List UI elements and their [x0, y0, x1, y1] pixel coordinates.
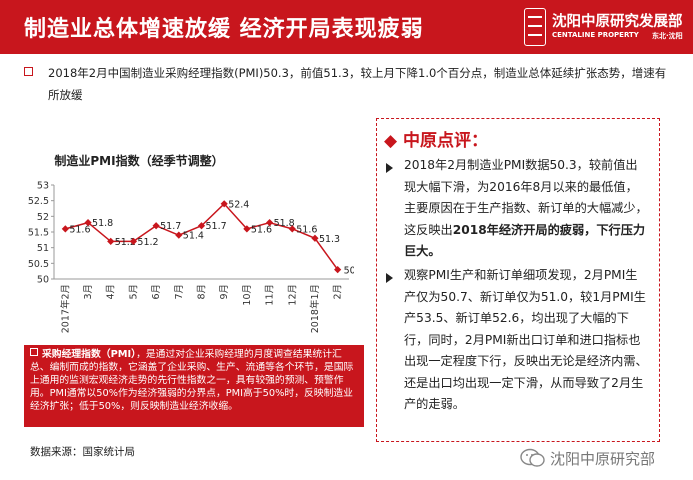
pmi-chart: 制造业PMI指数（经季节调整） 53 52.5 52 51.5 51 50.5 50 2017… — [24, 143, 365, 343]
summary: 2018年2月中国制造业采购经理指数(PMI)50.3，前值51.3，较上月下降… — [24, 62, 674, 106]
wechat-watermark: 沈阳中原研究部 — [520, 446, 690, 474]
y-tick-label: 51.5 — [28, 228, 49, 239]
x-tick-label: 12月 — [287, 284, 298, 306]
triangle-bullet-icon — [386, 163, 393, 173]
pmi-definition-text: 采购经理指数（PMI），是通过对企业采购经理的月度调查结果统计汇总、编制而成的指… — [30, 348, 360, 413]
watermark-text: 沈阳中原研究部 — [550, 450, 656, 468]
x-tick-label: 9月 — [219, 284, 230, 300]
x-tick-label: 8月 — [197, 284, 208, 300]
logo-name: 沈阳中原研究发展部 — [552, 14, 683, 30]
x-tick-label: 2017年2月 — [59, 284, 71, 333]
pmi-data-point — [243, 225, 251, 233]
square-bullet-icon — [30, 348, 38, 356]
pmi-data-point — [129, 237, 138, 245]
centaline-logo: 沈阳中原研究发展部 CENTALINE PROPERTY 东北·沈阳 — [524, 6, 688, 48]
logo-english: CENTALINE PROPERTY — [552, 31, 639, 39]
pmi-data-point — [152, 222, 160, 230]
data-source: 数据来源：国家统计局 — [30, 446, 135, 458]
pmi-data-label: 51.2 — [137, 237, 158, 248]
pmi-data-label: 51.8 — [274, 218, 295, 229]
pmi-data-point — [175, 231, 183, 239]
page-title: 制造业总体增速放缓 经济开局表现疲弱 — [24, 17, 424, 42]
pmi-data-label: 51.6 — [251, 224, 272, 235]
x-tick-label: 4月 — [106, 284, 117, 300]
pmi-data-point — [84, 219, 92, 227]
logo-emblem-icon — [524, 8, 546, 46]
comment-title: ◆ 中原点评： — [384, 126, 488, 151]
x-tick-label: 7月 — [174, 284, 185, 300]
comment-box — [376, 118, 660, 442]
pmi-line-chart: 制造业PMI指数（经季节调整） 53 52.5 52 51.5 51 50.5 50 2017… — [28, 153, 365, 333]
pmi-data-label: 51.2 — [115, 237, 136, 248]
pmi-data-point — [61, 225, 69, 233]
x-tick-label: 10月 — [242, 284, 253, 306]
comment-paragraph-1-highlight: 2018年经济开局的疲弱，下行压力巨大。 — [404, 222, 646, 259]
x-tick-label: 6月 — [151, 284, 162, 300]
x-tick-label: 2月 — [333, 284, 344, 300]
y-tick-label: 50.5 — [28, 259, 49, 270]
pmi-data-point — [220, 200, 228, 208]
y-tick-label: 51 — [37, 243, 49, 254]
diamond-bullet-icon: ◆ — [384, 131, 398, 151]
comment-paragraph-2: 观察PMI生产和新订单细项发现，2月PMI生产仅为50.7、新订单仅为51.0，… — [404, 268, 648, 411]
summary-text: 2018年2月中国制造业采购经理指数(PMI)50.3，前值51.3，较上月下降… — [48, 66, 667, 102]
x-tick-label: 3月 — [83, 284, 94, 300]
comment-title-text: 中原点评： — [403, 131, 488, 151]
pmi-data-point — [334, 266, 342, 274]
pmi-data-label: 51.7 — [206, 221, 227, 232]
pmi-data-point — [197, 222, 206, 230]
pmi-data-label: 51.3 — [319, 234, 340, 245]
pmi-data-point — [311, 234, 319, 242]
header-bar: 制造业总体增速放缓 经济开局表现疲弱 沈阳中原研究发展部 CENTALINE P… — [0, 0, 693, 54]
wechat-icon — [520, 448, 545, 467]
pmi-data-label: 51.6 — [296, 224, 317, 235]
y-tick-label: 52.5 — [28, 196, 49, 207]
pmi-term: 采购经理指数（PMI） — [42, 349, 137, 360]
pmi-data-label: 51.6 — [69, 224, 90, 235]
x-tick-label: 2018年1月 — [309, 284, 321, 333]
pmi-definition-box: 采购经理指数（PMI），是通过对企业采购经理的月度调查结果统计汇总、编制而成的指… — [24, 345, 364, 427]
pmi-data-point — [107, 237, 115, 245]
x-tick-label: 5月 — [128, 284, 139, 300]
comment-paragraph-1: 2018年2月制造业PMI数据50.3，较前值出现大幅下滑，为2016年8月以来… — [404, 155, 648, 263]
pmi-data-label: 51.7 — [160, 221, 181, 232]
pmi-definition-body: ，是通过对企业采购经理的月度调查结果统计汇总、编制而成的指数，它涵盖了企业采购、… — [30, 349, 354, 412]
pmi-data-label: 52.4 — [228, 199, 249, 210]
pmi-data-point — [288, 225, 296, 233]
y-tick-label: 53 — [37, 181, 49, 192]
square-bullet-icon — [24, 67, 33, 76]
pmi-data-label: 51.8 — [92, 218, 113, 229]
pmi-data-label: 51.4 — [183, 231, 204, 242]
triangle-bullet-icon — [386, 273, 393, 283]
x-tick-label: 11月 — [265, 284, 276, 306]
comment-paragraph-1-text: 2018年2月制造业PMI数据50.3，较前值出现大幅下滑，为2016年8月以来… — [404, 158, 648, 237]
logo-city: 东北·沈阳 — [652, 32, 683, 40]
y-tick-label: 52 — [37, 212, 49, 223]
chart-title: 制造业PMI指数（经季节调整） — [54, 153, 223, 168]
pmi-data-label: 50.3 — [344, 266, 354, 277]
y-tick-label: 50 — [37, 275, 49, 286]
